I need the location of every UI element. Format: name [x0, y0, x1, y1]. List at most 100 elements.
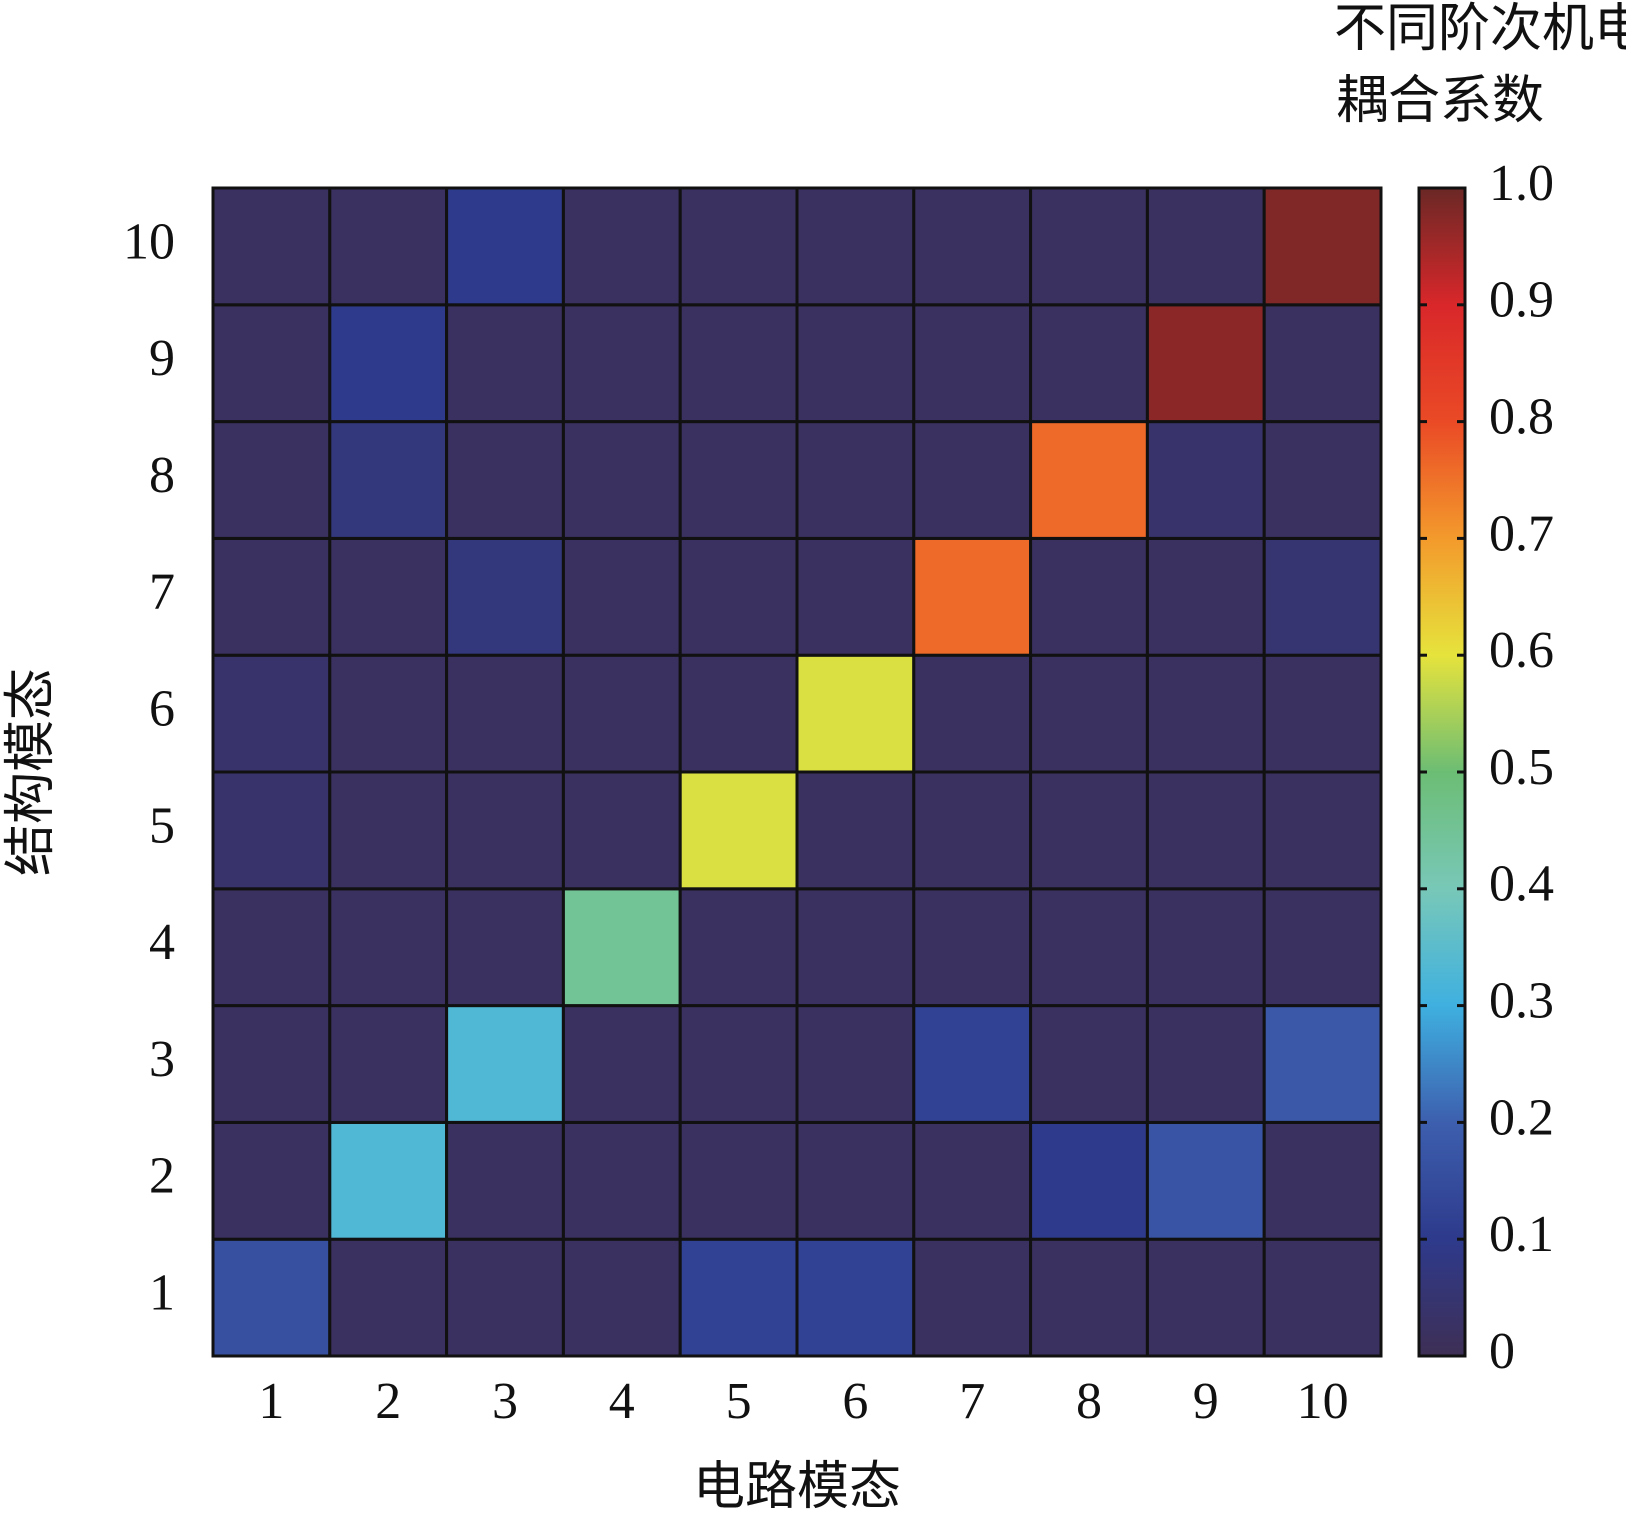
- colorbar-tick-label: 0.2: [1489, 1089, 1554, 1146]
- heatmap-cell: [328, 1120, 449, 1241]
- heatmap-cell: [795, 536, 916, 657]
- heatmap-cell: [1262, 303, 1383, 424]
- x-tick-label: 1: [258, 1373, 284, 1430]
- y-tick-label: 1: [149, 1265, 175, 1322]
- heatmap-cell: [1262, 770, 1383, 891]
- heatmap-cell: [211, 303, 332, 424]
- heatmap-cell: [1145, 1237, 1266, 1358]
- y-tick-label: 2: [149, 1148, 175, 1205]
- heatmap-cell: [211, 1120, 332, 1241]
- colorbar-tick-label: 1.0: [1489, 155, 1554, 212]
- heatmap-cell: [445, 887, 565, 1008]
- heatmap-cell: [1262, 420, 1383, 540]
- x-tick-label: 8: [1076, 1373, 1102, 1430]
- x-tick-label: 9: [1193, 1373, 1219, 1430]
- y-tick-label: 6: [149, 681, 175, 738]
- heatmap-cell: [678, 1237, 799, 1358]
- heatmap-cell: [795, 303, 916, 424]
- heatmap-cell: [795, 770, 916, 891]
- heatmap-cell: [445, 770, 565, 891]
- heatmap-cell: [445, 186, 565, 307]
- heatmap-cell: [912, 186, 1033, 307]
- heatmap-cell: [678, 770, 799, 891]
- y-tick-label: 5: [149, 797, 175, 854]
- heatmap-cell: [1262, 653, 1383, 774]
- heatmap-cell: [678, 887, 799, 1008]
- y-tick-label: 7: [149, 564, 175, 621]
- heatmap-cell: [912, 536, 1033, 657]
- heatmap-cell: [561, 1120, 682, 1241]
- heatmap-cell: [912, 1004, 1033, 1124]
- heatmap-cell: [795, 420, 916, 540]
- heatmap-cell: [795, 887, 916, 1008]
- heatmap-cell: [795, 1004, 916, 1124]
- heatmap-cell: [795, 1237, 916, 1358]
- heatmap-cell: [1029, 1120, 1149, 1241]
- heatmap-cell: [912, 1237, 1033, 1358]
- heatmap-cell: [561, 770, 682, 891]
- heatmap-cell: [678, 653, 799, 774]
- heatmap-cell: [1145, 1120, 1266, 1241]
- heatmap-cell: [328, 1237, 449, 1358]
- heatmap-cell: [795, 653, 916, 774]
- heatmap-cell: [1262, 186, 1383, 307]
- heatmap-cell: [1029, 536, 1149, 657]
- y-tick-label: 3: [149, 1031, 175, 1088]
- heatmap-cell: [678, 1120, 799, 1241]
- heatmap-cell: [678, 1004, 799, 1124]
- heatmap-cell: [328, 536, 449, 657]
- heatmap-cell: [445, 1120, 565, 1241]
- heatmap-cell: [912, 420, 1033, 540]
- heatmap-cell: [1145, 653, 1266, 774]
- heatmap-cell: [795, 186, 916, 307]
- heatmap-cell: [1145, 1004, 1266, 1124]
- heatmap-cell: [1262, 1004, 1383, 1124]
- colorbar-tick-label: 0.9: [1489, 272, 1554, 329]
- heatmap-cell: [561, 1004, 682, 1124]
- colorbar-title: 不同阶次机电: [1334, 1, 1626, 58]
- heatmap-cell: [561, 653, 682, 774]
- y-axis-label: 结构模态: [3, 668, 60, 876]
- y-tick-label: 4: [149, 914, 175, 971]
- heatmap-cell: [1029, 653, 1149, 774]
- heatmap-cell: [328, 653, 449, 774]
- heatmap-cell: [211, 536, 332, 657]
- heatmap-cell: [1029, 186, 1149, 307]
- heatmap-cell: [1029, 887, 1149, 1008]
- heatmap-cell: [561, 186, 682, 307]
- colorbar-tick-label: 0.5: [1489, 739, 1554, 796]
- heatmap-cell: [1262, 887, 1383, 1008]
- x-tick-label: 6: [842, 1373, 868, 1430]
- heatmap-cell: [561, 887, 682, 1008]
- heatmap-cell: [211, 770, 332, 891]
- heatmap-cell: [328, 887, 449, 1008]
- heatmap-cell: [795, 1120, 916, 1241]
- colorbar-tick-label: 0.1: [1489, 1206, 1554, 1263]
- heatmap-cell: [1145, 303, 1266, 424]
- heatmap-cell: [1145, 887, 1266, 1008]
- colorbar-tick-label: 0.6: [1489, 622, 1554, 679]
- heatmap-cell: [1145, 420, 1266, 540]
- y-tick-label: 8: [149, 447, 175, 504]
- y-tick-label: 9: [149, 330, 175, 387]
- heatmap-cell: [678, 303, 799, 424]
- heatmap-cell: [1029, 1237, 1149, 1358]
- heatmap-cell: [561, 303, 682, 424]
- heatmap-cell: [1029, 770, 1149, 891]
- colorbar-tick-label: 0.8: [1489, 389, 1554, 446]
- heatmap-cell: [678, 186, 799, 307]
- colorbar-tick-label: 0.4: [1489, 856, 1554, 913]
- heatmap-cell: [561, 536, 682, 657]
- heatmap-cell: [561, 420, 682, 540]
- heatmap-cell: [1145, 186, 1266, 307]
- plot-frame: [211, 186, 1383, 1358]
- heatmap-cell: [912, 770, 1033, 891]
- heatmap-cell: [445, 653, 565, 774]
- heatmap-cell: [1029, 1004, 1149, 1124]
- heatmap-cell: [912, 653, 1033, 774]
- heatmap-cell: [211, 887, 332, 1008]
- heatmap-cell: [211, 1237, 332, 1358]
- heatmap-cell: [1262, 536, 1383, 657]
- heatmap-cell: [561, 1237, 682, 1358]
